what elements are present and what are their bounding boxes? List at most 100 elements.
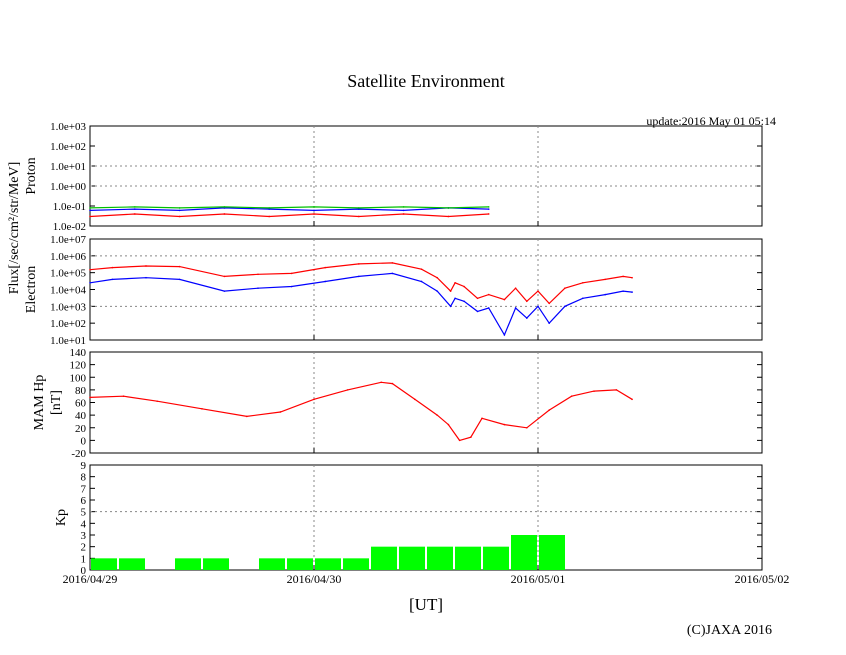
electron-red-line bbox=[89, 262, 633, 305]
electron-ytick-label: 1.0e+03 bbox=[50, 301, 86, 313]
electron-blue-point bbox=[436, 290, 439, 292]
electron-blue-point bbox=[257, 287, 259, 289]
kp-ytick-label: 9 bbox=[81, 460, 87, 472]
electron-blue-point bbox=[454, 297, 456, 300]
proton-panel-frame bbox=[89, 125, 763, 227]
electron-blue-point bbox=[537, 305, 539, 308]
update-timestamp: update:2016 May 01 05:14 bbox=[646, 114, 776, 128]
mam-hp-ytick-label: -20 bbox=[71, 448, 86, 460]
flux-axis-label: Flux[/sec/cm²/str/MeV] bbox=[7, 162, 22, 295]
mam-hp-ytick-label: 20 bbox=[75, 423, 87, 435]
electron-blue-point bbox=[145, 276, 147, 279]
electron-red-point bbox=[324, 266, 327, 269]
proton-ytick-label: 1.0e+00 bbox=[50, 181, 86, 193]
mam-hp-red-point bbox=[570, 395, 573, 397]
electron-red-point bbox=[178, 265, 181, 268]
kp-ytick-label: 4 bbox=[81, 518, 87, 530]
mam-hp-red-point bbox=[279, 411, 282, 413]
mam-hp-red-line bbox=[89, 381, 633, 442]
electron-blue-point bbox=[391, 272, 394, 275]
x-tick-label: 2016/05/02 bbox=[735, 572, 790, 586]
electron-blue-point bbox=[324, 280, 327, 283]
electron-red-point bbox=[631, 276, 633, 279]
mam-hp-red-point bbox=[414, 398, 416, 401]
mam-hp-red-point bbox=[503, 423, 506, 426]
electron-blue-point bbox=[420, 280, 423, 283]
mam-hp-red-point bbox=[631, 398, 633, 401]
electron-red-point bbox=[582, 282, 584, 284]
electron-ytick-label: 1.0e+05 bbox=[50, 268, 86, 280]
mam-hp-red-point bbox=[470, 436, 472, 439]
electron-red-point bbox=[564, 287, 566, 289]
electron-red-point bbox=[391, 262, 394, 264]
proton-red-point bbox=[447, 215, 450, 218]
electron-panel-frame bbox=[89, 238, 763, 341]
mam-hp-ytick-label: 100 bbox=[70, 372, 87, 384]
kp-bar bbox=[399, 546, 425, 570]
electron-red-point bbox=[420, 268, 423, 271]
proton-red-point bbox=[402, 213, 405, 215]
proton-ytick-label: 1.0e-01 bbox=[53, 201, 86, 213]
kp-ytick-label: 0 bbox=[81, 565, 87, 577]
proton-green-point bbox=[89, 207, 91, 209]
mam-hp-ytick-label: 120 bbox=[70, 360, 87, 372]
kp-bar bbox=[511, 535, 537, 570]
mam-hp-red-point bbox=[201, 408, 203, 410]
mam-hp-red-point bbox=[481, 417, 483, 420]
proton-red-point bbox=[268, 215, 271, 218]
kp-ytick-label: 7 bbox=[81, 483, 87, 495]
proton-green-point bbox=[402, 206, 405, 208]
mam-hp-red-point bbox=[548, 409, 550, 411]
proton-green-point bbox=[313, 206, 315, 208]
mam-hp-red-point bbox=[346, 389, 349, 391]
proton-ylabel: Proton bbox=[24, 157, 39, 194]
mam-hp-red-point bbox=[593, 390, 595, 392]
electron-ytick-label: 1.0e+01 bbox=[50, 335, 86, 347]
proton-red-line bbox=[89, 213, 489, 218]
x-tick-label: 2016/04/29 bbox=[63, 572, 118, 586]
mam-hp-red-point bbox=[89, 396, 91, 399]
electron-red-point bbox=[537, 290, 539, 292]
kp-ytick-label: 3 bbox=[81, 530, 87, 542]
electron-blue-point bbox=[178, 278, 181, 281]
electron-red-point bbox=[487, 293, 490, 296]
proton-green-point bbox=[487, 206, 490, 208]
electron-ylabel: Electron bbox=[24, 266, 39, 313]
electron-red-point bbox=[503, 298, 506, 301]
electron-blue-line bbox=[89, 272, 633, 337]
mam-hp-red-point bbox=[436, 414, 439, 416]
electron-blue-point bbox=[604, 293, 606, 296]
kp-bar bbox=[175, 558, 201, 570]
kp-bar bbox=[343, 558, 369, 570]
electron-ytick-label: 1.0e+07 bbox=[50, 234, 86, 246]
electron-red-point bbox=[89, 268, 91, 271]
proton-ytick-label: 1.0e+01 bbox=[50, 161, 86, 173]
proton-green-point bbox=[178, 207, 181, 209]
kp-ytick-label: 1 bbox=[81, 553, 87, 565]
electron-red-point bbox=[449, 290, 452, 292]
electron-blue-point bbox=[476, 310, 479, 313]
proton-red-point bbox=[358, 215, 360, 218]
kp-bar bbox=[259, 558, 285, 570]
proton-red-point bbox=[313, 213, 315, 215]
electron-blue-point bbox=[358, 275, 360, 278]
proton-blue-point bbox=[487, 208, 490, 210]
electron-red-point bbox=[622, 275, 624, 278]
electron-blue-point bbox=[223, 290, 226, 292]
electron-blue-point bbox=[564, 305, 566, 308]
electron-blue-point bbox=[548, 322, 550, 324]
kp-bar bbox=[315, 558, 341, 570]
mam-hp-red-point bbox=[246, 415, 248, 418]
mam-hp-ytick-label: 0 bbox=[81, 435, 87, 447]
proton-red-point bbox=[487, 213, 490, 215]
electron-ytick-label: 1.0e+02 bbox=[50, 318, 86, 330]
chart-title: Satellite Environment bbox=[347, 71, 504, 91]
electron-blue-point bbox=[526, 317, 528, 319]
electron-red-point bbox=[290, 272, 293, 275]
proton-blue-point bbox=[89, 209, 91, 212]
electron-red-point bbox=[526, 300, 528, 303]
kp-panel-frame bbox=[89, 464, 763, 571]
kp-bar bbox=[539, 535, 565, 570]
electron-red-point bbox=[257, 273, 259, 276]
mam-hp-ytick-label: 80 bbox=[75, 385, 87, 397]
